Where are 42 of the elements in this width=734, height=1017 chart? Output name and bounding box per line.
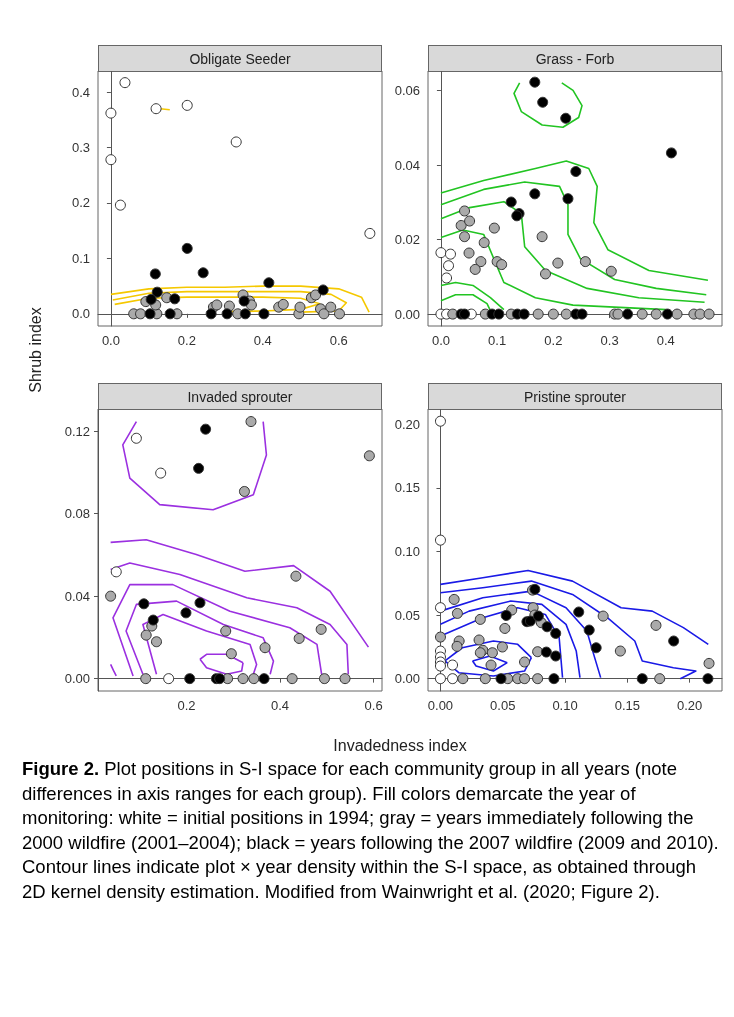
- chart-title: Invaded sprouter: [98, 383, 382, 410]
- y-tick-label: 0.3: [71, 140, 90, 155]
- x-tick-label: 0.6: [364, 698, 383, 713]
- y-tick-label: 0.08: [64, 506, 90, 522]
- x-tick-label: 0.3: [600, 333, 619, 348]
- x-tick-label: 0.05: [490, 698, 516, 713]
- y-tick-label: 0.0: [71, 306, 90, 322]
- y-tick-label: 0.15: [394, 480, 420, 496]
- y-tick-label: 0.00: [394, 671, 420, 687]
- chart-title: Obligate Seeder: [98, 45, 382, 72]
- y-tick-label: 0.20: [394, 416, 420, 432]
- x-tick-label: 0.20: [676, 698, 703, 713]
- x-tick-label: 0.4: [270, 698, 290, 713]
- x-tick-label: 0.00: [427, 698, 454, 713]
- chart-title: Grass - Forb: [428, 45, 722, 72]
- y-tick-label: 0.02: [394, 232, 420, 248]
- x-tick-label: 0.0: [101, 333, 120, 348]
- y-tick-label: 0.1: [71, 250, 90, 266]
- x-tick-label: 0.2: [177, 698, 196, 713]
- x-axis-title: Invadedness index: [333, 737, 467, 755]
- x-tick-label: 0.10: [552, 698, 578, 713]
- x-tick-label: 0.2: [544, 333, 563, 348]
- y-tick-label: 0.12: [64, 423, 90, 439]
- x-tick-label: 0.4: [656, 333, 675, 348]
- y-tick-label: 0.00: [64, 671, 90, 687]
- y-tick-label: 0.10: [394, 543, 420, 559]
- x-tick-label: 0.2: [177, 333, 196, 348]
- chart-title: Pristine sprouter: [428, 383, 722, 410]
- y-tick-label: 0.2: [71, 195, 90, 211]
- y-tick-label: 0.04: [64, 588, 90, 604]
- y-tick-label: 0.06: [394, 83, 420, 99]
- y-tick-label: 0.00: [394, 306, 420, 322]
- x-tick-label: 0.6: [329, 333, 348, 348]
- x-tick-label: 0.15: [614, 698, 640, 713]
- caption: Figure 2.: [22, 758, 100, 779]
- y-tick-label: 0.04: [394, 157, 420, 173]
- x-tick-label: 0.4: [253, 333, 272, 348]
- x-tick-label: 0.1: [488, 333, 507, 348]
- y-tick-label: 0.4: [71, 84, 90, 100]
- x-tick-label: 0.0: [431, 333, 450, 348]
- y-tick-label: 0.05: [394, 607, 420, 623]
- y-axis-title: Shrub index: [27, 307, 45, 393]
